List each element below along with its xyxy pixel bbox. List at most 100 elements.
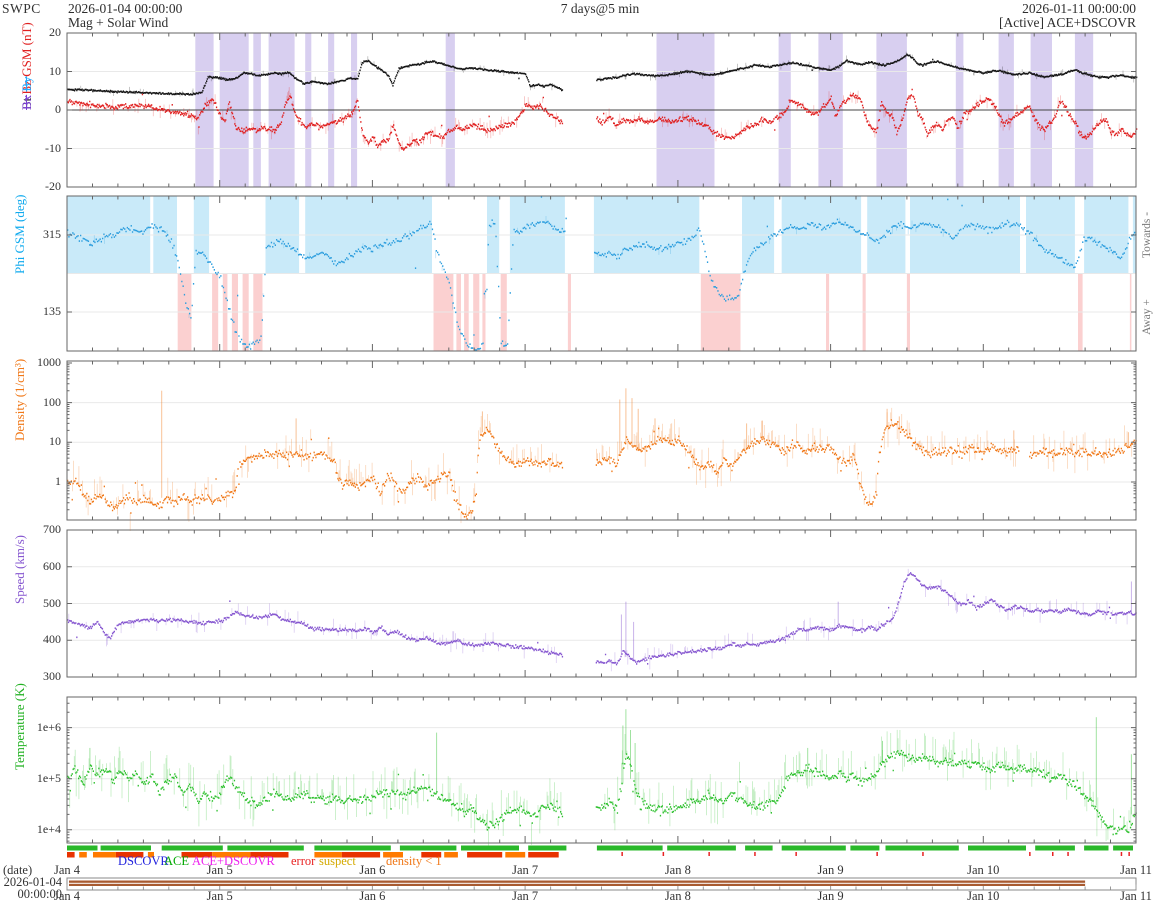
date-tick-label: Jan 5 bbox=[206, 863, 233, 877]
error-tick bbox=[922, 852, 924, 856]
date-tick-label: Jan 9 bbox=[817, 863, 844, 877]
scrollbar-ticks bbox=[66, 884, 1137, 890]
density-axis-ticks bbox=[66, 361, 1137, 520]
error-tick bbox=[1029, 852, 1031, 856]
temperature-range-bars bbox=[69, 729, 1135, 849]
date-tick-label: Jan 11 bbox=[1120, 863, 1152, 877]
quality-flag-segment bbox=[212, 852, 251, 858]
data-ok-segment bbox=[850, 845, 880, 851]
temperature-series bbox=[67, 749, 1137, 836]
data-ok-segment bbox=[461, 845, 519, 851]
date-tick-label: Jan 4 bbox=[53, 863, 81, 877]
quality-flag-segment bbox=[93, 852, 116, 858]
series-toggle-density (1/cm³): Density (1/cm³) bbox=[12, 358, 27, 441]
plot-subtitle: Mag + Solar Wind bbox=[68, 15, 169, 30]
legend-item-error: error bbox=[291, 854, 316, 868]
series-toggle-speed (km/s): Speed (km/s) bbox=[12, 534, 27, 604]
y-tick-label: 10 bbox=[49, 434, 61, 449]
y-tick-label: 0 bbox=[55, 102, 61, 116]
quality-flag-segment bbox=[528, 852, 559, 858]
legend-item-density-1: density < 1 bbox=[386, 854, 442, 868]
quality-flag-segment bbox=[341, 852, 381, 858]
plot-start-time: 2026-01-04 00:00:00 bbox=[68, 1, 183, 16]
error-tick bbox=[795, 852, 797, 856]
date-tick-label-scrollbar: Jan 7 bbox=[512, 889, 539, 903]
date-tick-label-scrollbar: Jan 11 bbox=[1120, 889, 1152, 903]
data-ok-segment bbox=[1084, 845, 1109, 851]
x-axis-start-date: 2026-01-04 bbox=[3, 875, 62, 889]
y-tick-label: 400 bbox=[43, 632, 61, 647]
quality-flag-segment bbox=[147, 852, 154, 858]
density-series bbox=[67, 419, 1137, 520]
plot-end-time: 2026-01-11 00:00:00 bbox=[1022, 1, 1136, 16]
data-ok-segment bbox=[968, 845, 1026, 851]
data-ok-segment bbox=[596, 845, 663, 851]
quality-flag-segment bbox=[67, 852, 75, 858]
date-tick-label-scrollbar: Jan 5 bbox=[206, 889, 233, 903]
x-axis-caption: (date) bbox=[3, 863, 33, 877]
y-tick-label: 10 bbox=[49, 63, 61, 78]
error-tick bbox=[1128, 852, 1130, 856]
y-tick-label: 315 bbox=[43, 226, 61, 241]
data-ok-segment bbox=[399, 845, 457, 851]
legend-item-ace: ACE bbox=[164, 854, 189, 868]
plot-cadence: 7 days@5 min bbox=[560, 1, 640, 16]
date-tick-label: Jan 8 bbox=[664, 863, 691, 877]
phi-axis-ticks bbox=[66, 196, 1137, 351]
y-tick-label: 1e+5 bbox=[36, 770, 61, 785]
data-ok-segment bbox=[67, 845, 98, 851]
bz-series bbox=[67, 88, 1138, 151]
data-ok-segment bbox=[667, 845, 736, 851]
error-tick bbox=[754, 852, 756, 856]
mag-axis-ticks bbox=[66, 32, 1137, 188]
swpc-logo: SWPC bbox=[2, 1, 41, 16]
series-toggle-by[interactable]: By bbox=[19, 76, 34, 92]
y-tick-label: 1 bbox=[55, 473, 61, 488]
phi-series bbox=[67, 196, 1137, 351]
quality-flag-segment bbox=[181, 852, 212, 858]
date-tick-label: Jan 10 bbox=[967, 863, 1000, 877]
date-tick-label: Jan 7 bbox=[512, 863, 539, 877]
speed-axis-ticks bbox=[66, 529, 1137, 678]
y-tick-label: -10 bbox=[45, 140, 61, 155]
speed-series bbox=[67, 572, 1137, 666]
x-axis-start-time: 00:00:00 bbox=[17, 887, 62, 901]
error-tick bbox=[708, 852, 710, 856]
legend-item-ace-dscovr: ACE+DSCOVR bbox=[192, 854, 275, 868]
error-tick bbox=[1067, 852, 1069, 856]
quality-flag-segment bbox=[505, 852, 526, 858]
bt-series bbox=[67, 53, 1138, 96]
series-toggle-phi gsm (deg): Phi GSM (deg) bbox=[12, 194, 27, 274]
series-toggle-[interactable] bbox=[19, 92, 34, 95]
density-range-bars bbox=[72, 407, 1133, 531]
date-tick-label-scrollbar: Jan 6 bbox=[359, 889, 386, 903]
data-ok-segment bbox=[100, 845, 151, 851]
error-tick bbox=[876, 852, 878, 856]
thumb-highlight bbox=[69, 882, 1086, 884]
data-ok-segment bbox=[1113, 845, 1133, 851]
y-tick-label: 1e+4 bbox=[36, 821, 61, 836]
data-ok-segment bbox=[314, 845, 391, 851]
quality-flag-segment bbox=[444, 852, 458, 858]
y-tick-label: 1e+6 bbox=[36, 719, 61, 734]
data-ok-segment bbox=[885, 845, 959, 851]
date-tick-label: Jan 6 bbox=[359, 863, 386, 877]
quality-flag-segment bbox=[79, 852, 87, 858]
date-tick-label-scrollbar: Jan 9 bbox=[817, 889, 844, 903]
y-tick-label: 100 bbox=[43, 394, 61, 409]
quality-flag-segment bbox=[314, 852, 342, 858]
legend-item-dscovr: DSCOVR bbox=[118, 854, 169, 868]
series-toggle-bx[interactable]: Bx bbox=[19, 94, 34, 110]
data-ok-segment bbox=[781, 845, 846, 851]
quality-flag-segment bbox=[250, 852, 289, 858]
series-toggle-temperature (k): Temperature (K) bbox=[12, 683, 27, 770]
date-tick-label-scrollbar: Jan 4 bbox=[53, 889, 81, 903]
error-tick bbox=[662, 852, 665, 856]
data-ok-segment bbox=[161, 845, 223, 851]
y-tick-label: 135 bbox=[43, 304, 61, 319]
date-tick-label-scrollbar: Jan 8 bbox=[664, 889, 691, 903]
quality-flag-segment bbox=[467, 852, 503, 858]
quality-flag-segment bbox=[421, 852, 442, 858]
